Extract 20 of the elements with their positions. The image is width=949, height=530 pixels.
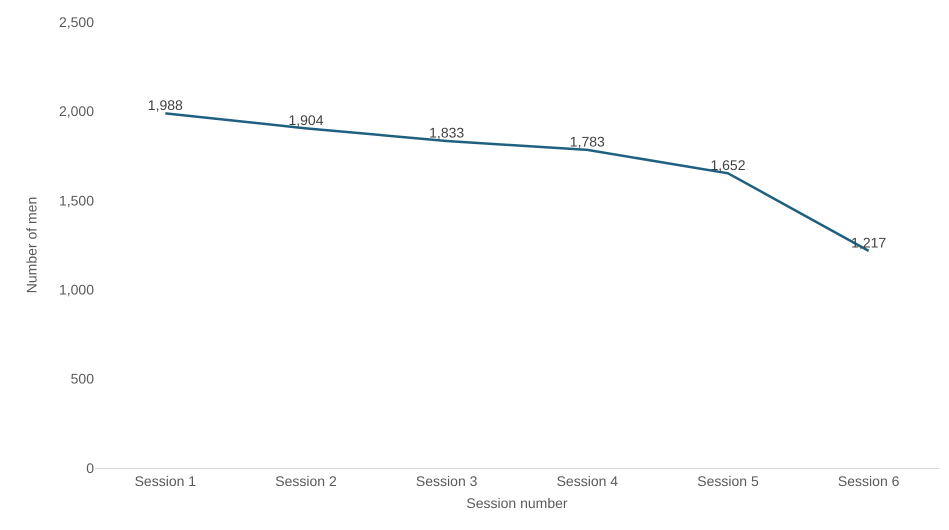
x-tick-label: Session 2: [275, 472, 337, 489]
data-label: 1,217: [851, 234, 886, 250]
y-tick-label: 1,500: [58, 192, 94, 208]
x-axis-title: Session number: [466, 495, 568, 512]
y-tick-label: 0: [86, 460, 94, 476]
data-label: 1,783: [570, 133, 606, 150]
y-tick-label: 2,000: [58, 103, 94, 120]
x-tick-label: Session 3: [416, 472, 478, 489]
data-label: 1,904: [288, 112, 324, 128]
x-tick-label: Session 5: [697, 472, 759, 489]
data-label: 1,652: [710, 156, 746, 173]
y-tick-label: 500: [70, 370, 94, 387]
y-tick-label: 1,000: [58, 282, 94, 298]
x-tick-label: Session 1: [134, 472, 196, 489]
data-label: 1,833: [429, 124, 464, 140]
x-tick-label: Session 6: [838, 472, 900, 489]
y-axis-title: Number of men: [24, 196, 40, 294]
x-tick-label: Session 4: [556, 472, 618, 489]
y-tick-label: 2,500: [58, 14, 94, 30]
data-label: 1,988: [148, 96, 184, 113]
